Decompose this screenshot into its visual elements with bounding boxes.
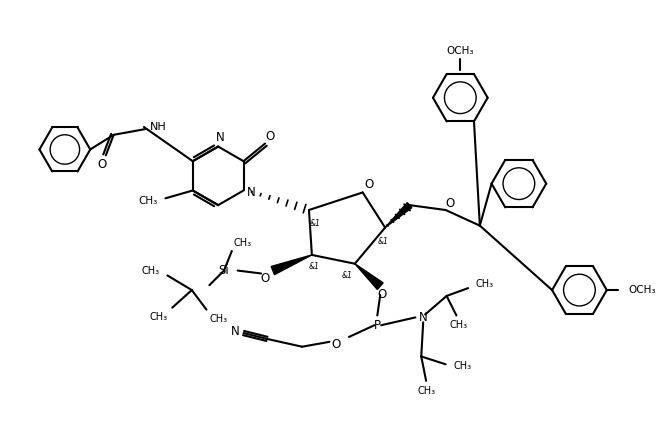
Text: O: O <box>266 130 275 143</box>
Text: N: N <box>231 325 240 338</box>
Text: O: O <box>378 288 387 301</box>
Text: OCH₃: OCH₃ <box>628 285 656 295</box>
Text: CH₃: CH₃ <box>476 279 494 289</box>
Text: &1: &1 <box>378 237 389 246</box>
Text: CH₃: CH₃ <box>234 238 252 248</box>
Text: N: N <box>215 131 225 144</box>
Text: O: O <box>260 272 270 285</box>
Text: CH₃: CH₃ <box>210 314 227 324</box>
Text: CH₃: CH₃ <box>417 386 435 396</box>
Text: O: O <box>98 157 107 171</box>
Polygon shape <box>272 255 312 274</box>
Text: CH₃: CH₃ <box>142 266 159 276</box>
Text: NH: NH <box>150 122 167 132</box>
Text: O: O <box>445 197 454 210</box>
Text: &1: &1 <box>341 271 353 280</box>
Text: Si: Si <box>219 264 229 277</box>
Text: P: P <box>374 319 381 332</box>
Text: N: N <box>419 311 428 324</box>
Text: O: O <box>331 338 341 351</box>
Text: &1: &1 <box>308 262 319 271</box>
Text: N: N <box>247 186 256 199</box>
Text: CH₃: CH₃ <box>453 361 472 371</box>
Text: O: O <box>364 178 373 191</box>
Polygon shape <box>385 203 412 228</box>
Text: CH₃: CH₃ <box>449 320 467 330</box>
Text: CH₃: CH₃ <box>149 312 167 322</box>
Text: OCH₃: OCH₃ <box>447 46 474 56</box>
Polygon shape <box>355 264 383 290</box>
Text: CH₃: CH₃ <box>138 196 158 206</box>
Text: &1: &1 <box>309 219 320 228</box>
